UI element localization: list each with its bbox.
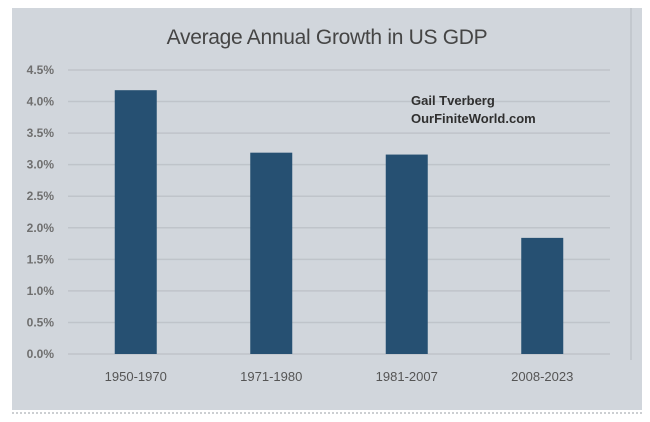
- annotation-website: OurFiniteWorld.com: [411, 111, 536, 126]
- x-tick-label: 1971-1980: [240, 369, 302, 384]
- bar-1971-1980: [250, 152, 293, 354]
- annotation-author: Gail Tverberg: [411, 93, 495, 108]
- y-tick-label: 4.0%: [27, 95, 55, 109]
- y-tick-label: 0.0%: [27, 347, 55, 361]
- cropped-caption-text: [12, 412, 642, 418]
- bar-2008-2023: [521, 237, 564, 354]
- y-tick-label: 0.5%: [27, 315, 55, 329]
- x-tick-label: 1950-1970: [105, 369, 167, 384]
- y-tick-label: 2.0%: [27, 221, 55, 235]
- panel-edge: [630, 8, 632, 360]
- bar-1981-2007: [385, 154, 428, 354]
- y-tick-label: 3.0%: [27, 158, 55, 172]
- bar-1950-1970: [114, 90, 157, 354]
- y-tick-label: 3.5%: [27, 126, 55, 140]
- y-tick-label: 4.5%: [27, 63, 55, 77]
- y-tick-label: 1.0%: [27, 284, 55, 298]
- watermark-annotation: Gail Tverberg OurFiniteWorld.com: [411, 92, 536, 128]
- x-tick-label: 1981-2007: [376, 369, 438, 384]
- chart-title: Average Annual Growth in US GDP: [166, 26, 488, 49]
- x-tick-label: 2008-2023: [511, 369, 573, 384]
- y-tick-label: 2.5%: [27, 189, 55, 203]
- y-tick-label: 1.5%: [27, 252, 55, 266]
